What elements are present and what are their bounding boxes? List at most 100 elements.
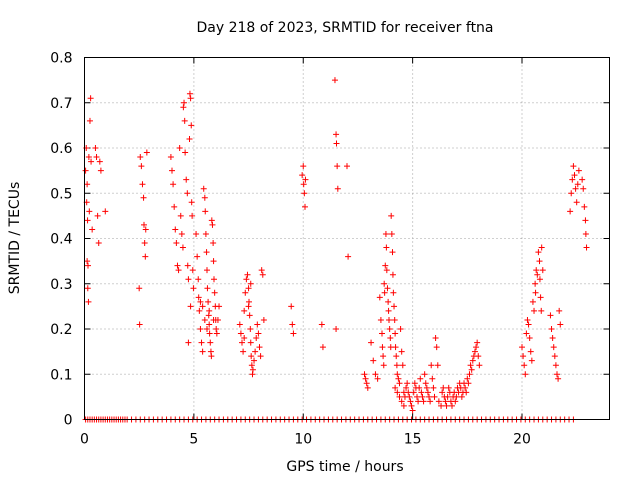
data-point	[245, 303, 252, 310]
data-point	[172, 226, 179, 233]
data-point	[213, 330, 220, 337]
data-point	[210, 240, 217, 247]
data-point	[392, 344, 399, 351]
data-point	[391, 303, 398, 310]
data-point	[539, 267, 546, 274]
data-point	[254, 321, 261, 328]
data-point	[93, 154, 100, 161]
data-point	[567, 208, 574, 215]
data-point	[199, 348, 206, 355]
data-point	[259, 271, 266, 278]
data-point	[551, 353, 558, 360]
data-point	[202, 230, 209, 237]
data-point	[582, 217, 589, 224]
data-point	[555, 375, 562, 382]
y-tick-label: 0.6	[50, 141, 72, 157]
data-point	[258, 267, 265, 274]
data-point	[210, 258, 217, 265]
data-point	[582, 230, 589, 237]
data-point	[374, 375, 381, 382]
data-point	[302, 203, 308, 210]
data-point	[382, 230, 389, 237]
x-tick-label: 15	[404, 432, 422, 448]
data-point	[204, 267, 210, 274]
data-point	[247, 339, 254, 346]
data-point	[187, 303, 194, 310]
data-point	[386, 316, 392, 323]
data-point	[385, 307, 392, 314]
data-point	[428, 362, 435, 369]
data-point	[422, 380, 429, 387]
data-point	[193, 230, 200, 237]
data-point	[256, 344, 263, 351]
data-point	[389, 249, 396, 256]
data-point	[381, 280, 388, 287]
data-point	[379, 344, 386, 351]
data-point	[399, 362, 406, 369]
y-tick-label: 0.1	[50, 367, 72, 383]
data-point	[241, 335, 248, 342]
data-point	[569, 176, 576, 183]
data-point	[554, 371, 560, 378]
data-point	[398, 348, 405, 355]
data-point	[213, 326, 220, 332]
data-point	[206, 330, 213, 337]
data-point	[181, 99, 188, 106]
data-point	[388, 230, 395, 237]
data-point	[82, 167, 89, 174]
data-point	[379, 330, 385, 337]
data-point	[333, 326, 340, 332]
data-point	[419, 393, 426, 400]
data-point	[409, 407, 416, 414]
data-point	[141, 240, 148, 247]
data-point	[370, 357, 377, 364]
data-point	[389, 271, 396, 278]
data-point	[408, 402, 415, 409]
y-tick-label: 0.5	[50, 186, 72, 202]
x-tick-label: 10	[294, 432, 312, 448]
data-point	[536, 258, 543, 265]
data-point	[199, 303, 206, 310]
chart-title: Day 218 of 2023, SRMTID for receiver ftn…	[196, 20, 493, 36]
data-point	[421, 371, 428, 378]
data-point	[186, 90, 193, 97]
data-point	[386, 326, 393, 332]
data-point	[380, 353, 387, 360]
data-point	[468, 366, 475, 373]
grid-lines	[84, 57, 610, 420]
data-point	[170, 181, 177, 188]
data-point	[188, 199, 195, 206]
data-point	[290, 330, 297, 337]
data-point	[392, 384, 399, 391]
data-point	[443, 402, 450, 409]
data-point	[255, 330, 262, 337]
y-axis-label: SRMTID / TECUs	[7, 182, 23, 295]
data-point	[186, 135, 193, 142]
data-point	[568, 190, 575, 197]
data-point	[302, 176, 309, 183]
data-point	[361, 371, 368, 378]
data-point	[547, 312, 554, 319]
data-point	[372, 371, 379, 378]
data-point	[174, 262, 181, 269]
data-point	[289, 321, 296, 328]
data-point	[236, 321, 243, 328]
data-point	[396, 380, 403, 387]
data-point	[179, 244, 186, 251]
y-tick-labels: 0 0.1 0.2 0.3 0.4 0.5 0.6 0.7 0.8	[50, 51, 72, 429]
data-point	[385, 298, 392, 305]
y-tick-label: 0.8	[50, 51, 72, 67]
data-point	[248, 362, 255, 369]
data-point	[475, 353, 482, 360]
data-point	[395, 375, 402, 382]
data-point	[247, 280, 254, 287]
data-point	[169, 167, 175, 174]
data-point	[380, 362, 387, 369]
data-point	[471, 348, 478, 355]
data-point	[535, 249, 542, 256]
data-point	[300, 181, 307, 188]
data-point	[532, 289, 539, 296]
data-point	[384, 285, 391, 292]
data-point	[526, 335, 533, 342]
data-point	[139, 181, 146, 188]
